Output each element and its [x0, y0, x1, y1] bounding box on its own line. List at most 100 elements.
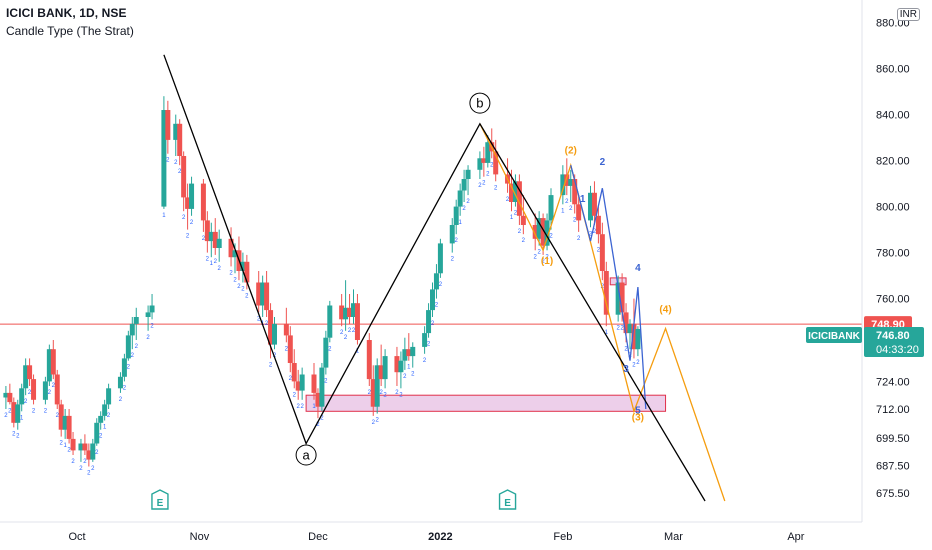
candle[interactable]: 1	[603, 261, 609, 336]
candle[interactable]: 2	[98, 411, 104, 440]
candle[interactable]: 2	[323, 330, 329, 385]
candle[interactable]: 2	[544, 213, 550, 261]
candle[interactable]: 2	[493, 139, 499, 191]
wave-orange-projection[interactable]	[479, 123, 726, 502]
candle[interactable]: 2	[200, 179, 206, 242]
candle[interactable]: 2	[548, 188, 554, 240]
wave-label-4[interactable]: (4)	[659, 304, 671, 315]
candle[interactable]: 2	[595, 206, 601, 254]
candle[interactable]: 2	[481, 146, 487, 187]
earnings-marker[interactable]: E	[498, 489, 517, 510]
candle[interactable]: 2	[351, 289, 356, 334]
candle[interactable]: 2	[86, 443, 92, 477]
candle[interactable]: 2	[165, 100, 171, 164]
candle[interactable]: 2	[402, 337, 408, 380]
wave-label-3[interactable]: 3	[623, 364, 629, 375]
candle[interactable]: 2	[512, 174, 518, 217]
candle[interactable]: 2	[27, 358, 33, 396]
candle[interactable]: 1	[354, 294, 360, 355]
wave-label-b[interactable]: b	[469, 92, 491, 114]
candle[interactable]: 2	[106, 383, 112, 419]
candle[interactable]: 2	[394, 346, 400, 396]
wave-label-5[interactable]: 5	[635, 406, 641, 417]
candle[interactable]: 2	[173, 114, 179, 166]
candle[interactable]: 2	[453, 199, 459, 245]
candle[interactable]: 1	[62, 409, 68, 449]
candle[interactable]: 2	[264, 271, 270, 327]
wave-label-1[interactable]: 1	[580, 194, 586, 205]
candle[interactable]: 2	[327, 300, 333, 352]
candle[interactable]: 2	[426, 303, 432, 348]
candle[interactable]: 2	[15, 399, 21, 440]
candle[interactable]: 2	[181, 151, 187, 221]
candle[interactable]: 2	[240, 252, 246, 293]
wave-label-3[interactable]: (3)	[632, 413, 644, 424]
candle[interactable]: 1	[102, 399, 108, 431]
candle[interactable]: 2	[212, 218, 218, 265]
candle[interactable]: 2	[366, 333, 372, 396]
currency-badge[interactable]: INR	[896, 8, 920, 21]
candle[interactable]: 2	[256, 271, 262, 322]
candle[interactable]: 2	[319, 363, 325, 421]
candle[interactable]: 2	[410, 342, 416, 378]
candle[interactable]: 2	[177, 119, 183, 175]
candle[interactable]: 1	[406, 333, 412, 371]
candle[interactable]: 2	[90, 438, 96, 472]
candle[interactable]: 2	[540, 213, 546, 265]
candle[interactable]: 2	[7, 383, 13, 415]
wave-label-2[interactable]: 2	[600, 157, 606, 168]
candle[interactable]: 2	[532, 213, 538, 261]
candle[interactable]: 2	[430, 282, 435, 328]
candle[interactable]: 2	[46, 344, 52, 396]
candle[interactable]: 2	[635, 326, 641, 366]
candle[interactable]: 1	[208, 222, 214, 268]
candle[interactable]: 2	[339, 294, 345, 336]
candle[interactable]: 2	[588, 185, 593, 237]
candle[interactable]: 2	[374, 358, 380, 424]
candle[interactable]: 2	[58, 399, 64, 447]
candle[interactable]: 2	[398, 351, 404, 399]
candle[interactable]: 2	[228, 227, 234, 276]
candle[interactable]: 2	[315, 388, 321, 428]
candle[interactable]: 2	[149, 294, 155, 329]
demand-zone-1[interactable]	[305, 394, 667, 412]
wave-abc-line[interactable]	[163, 54, 706, 502]
candle[interactable]: 2	[485, 135, 491, 178]
indicator-label[interactable]: Candle Type (The Strat)	[6, 24, 134, 38]
candle[interactable]: 2	[129, 317, 135, 359]
candle[interactable]: 2	[422, 326, 428, 364]
candle[interactable]: 2	[11, 397, 17, 438]
candle[interactable]: 2	[347, 294, 353, 334]
candle[interactable]: 1	[560, 165, 566, 214]
candle[interactable]: 2	[268, 303, 274, 368]
candle[interactable]: 2	[23, 358, 29, 405]
candle[interactable]: 2	[133, 307, 139, 350]
candle[interactable]: 2	[576, 195, 582, 242]
candle[interactable]: 2	[3, 386, 9, 419]
candle[interactable]: 2	[70, 432, 76, 465]
candle[interactable]: 2	[465, 165, 471, 205]
candle[interactable]: 2	[568, 169, 574, 212]
wave-blue-subwaves[interactable]	[570, 165, 647, 410]
candle[interactable]: 2	[78, 438, 84, 472]
candle[interactable]: 2	[295, 369, 301, 410]
candle[interactable]: 2	[433, 264, 439, 309]
candle[interactable]: 2	[449, 218, 455, 263]
candle[interactable]: 2	[94, 418, 100, 456]
candle[interactable]: 2	[50, 340, 56, 389]
candle[interactable]: 2	[204, 211, 210, 263]
candle[interactable]: 2	[121, 353, 127, 392]
wave-label-2[interactable]: (2)	[565, 146, 577, 157]
candle[interactable]: 2	[378, 344, 384, 396]
candle[interactable]: 2	[437, 238, 443, 288]
candle[interactable]: 2	[42, 376, 48, 415]
candle[interactable]: 2	[82, 434, 88, 465]
candle[interactable]: 2	[283, 307, 289, 353]
symbol-title[interactable]: ICICI BANK, 1D, NSE	[6, 6, 127, 20]
candle[interactable]: 1	[311, 363, 317, 410]
candle[interactable]: 2	[189, 176, 195, 226]
wave-label-4[interactable]: 4	[635, 263, 641, 274]
current-price-tag[interactable]: ICICIBANK 746.80 04:33:20	[806, 326, 924, 357]
